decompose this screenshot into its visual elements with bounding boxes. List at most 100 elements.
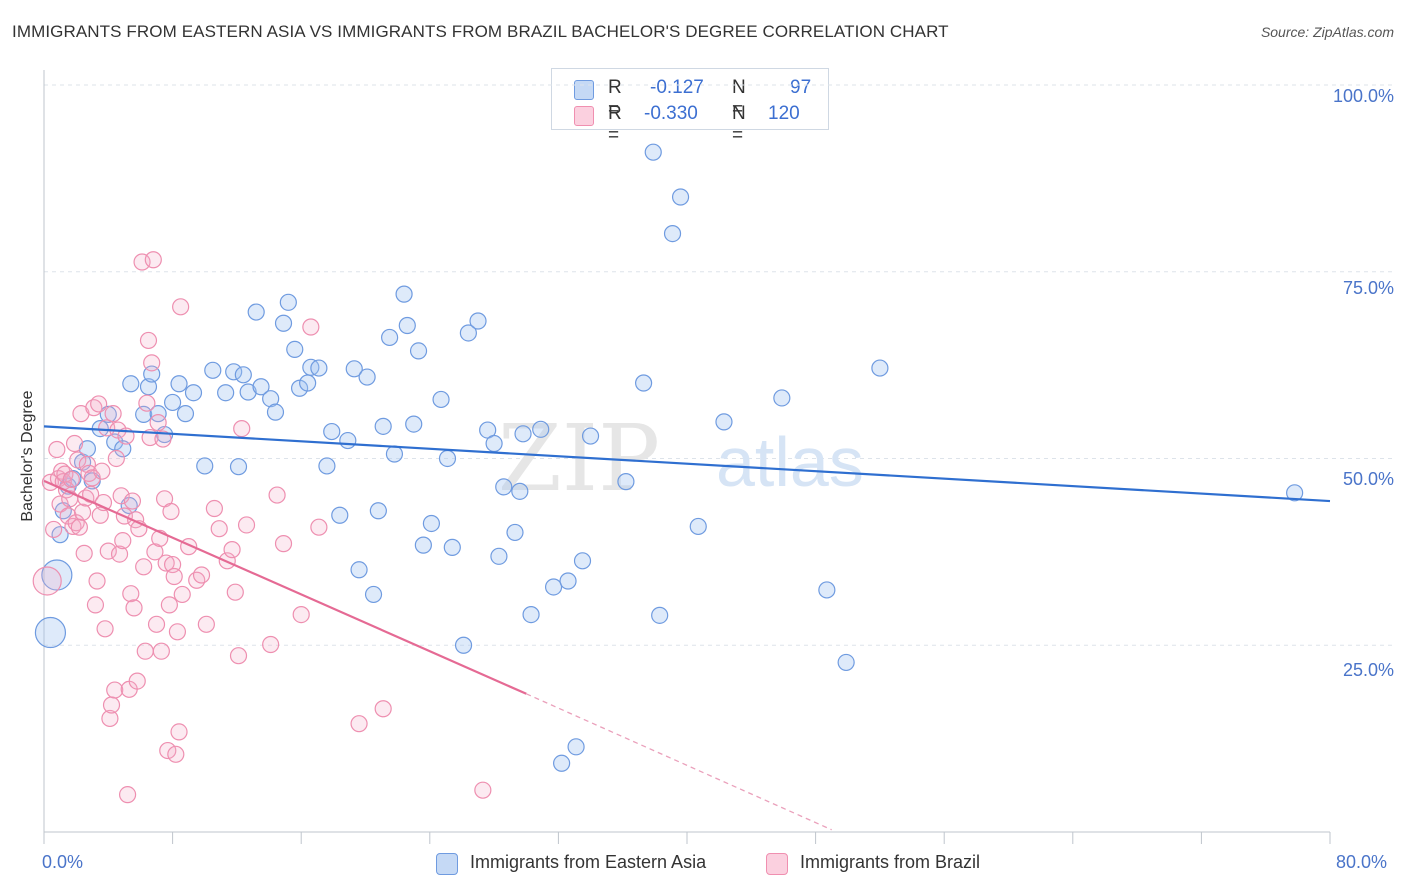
point-brazil — [237, 516, 256, 534]
point-eastern-asia — [122, 375, 140, 393]
point-brazil — [101, 709, 119, 728]
point-brazil — [91, 506, 109, 524]
point-brazil — [123, 492, 142, 510]
point-eastern-asia — [459, 324, 477, 342]
point-eastern-asia — [422, 514, 441, 533]
point-brazil — [302, 318, 320, 336]
y-tick-label: 50.0% — [1342, 469, 1394, 489]
point-brazil — [114, 532, 132, 550]
point-eastern-asia — [176, 405, 195, 423]
point-eastern-asia — [443, 538, 461, 556]
point-brazil — [143, 354, 161, 372]
point-brazil — [110, 545, 129, 563]
point-eastern-asia — [350, 561, 368, 579]
point-brazil — [51, 495, 69, 513]
point-brazil — [138, 394, 156, 412]
point-brazil — [136, 642, 154, 660]
point-eastern-asia — [689, 517, 707, 536]
point-eastern-asia — [204, 361, 222, 379]
point-eastern-asia — [114, 440, 132, 458]
point-brazil — [48, 440, 66, 459]
point-brazil — [106, 681, 124, 699]
point-brazil — [135, 558, 153, 576]
y-tick-label: 75.0% — [1342, 278, 1394, 298]
point-brazil — [162, 502, 180, 521]
point-eastern-asia — [671, 188, 690, 206]
point-eastern-asia — [1286, 484, 1304, 502]
point-brazil — [268, 486, 286, 504]
point-eastern-asia — [414, 536, 432, 554]
point-eastern-asia — [581, 427, 600, 445]
bottom-legend-swatch-brazil — [766, 853, 788, 875]
legend-r-value: -0.127 — [650, 77, 704, 98]
point-brazil — [118, 786, 137, 804]
point-eastern-asia — [409, 342, 428, 360]
point-brazil — [474, 781, 492, 799]
point-brazil — [62, 470, 80, 488]
point-brazil — [125, 599, 143, 617]
point-eastern-asia — [323, 422, 341, 441]
point-brazil — [83, 469, 101, 487]
point-eastern-asia — [532, 420, 550, 438]
point-eastern-asia — [567, 738, 585, 756]
point-eastern-asia — [170, 375, 188, 393]
point-brazil — [75, 544, 93, 562]
point-eastern-asia — [544, 578, 563, 596]
trend-line-brazil — [43, 479, 527, 695]
legend-r-value: -0.330 — [644, 103, 698, 124]
point-eastern-asia — [234, 366, 252, 384]
point-brazil — [157, 554, 175, 572]
point-brazil — [86, 596, 105, 614]
point-eastern-asia — [553, 754, 571, 772]
point-eastern-asia — [318, 457, 336, 475]
trend-line-eastern-asia — [43, 425, 1331, 503]
point-eastern-asia — [225, 363, 243, 381]
point-brazil — [88, 572, 106, 590]
point-eastern-asia — [398, 316, 416, 335]
point-eastern-asia — [514, 425, 532, 443]
legend-n-value: 97 — [790, 77, 812, 98]
legend-n-label: N = — [732, 77, 746, 120]
point-brazil — [154, 430, 172, 448]
points-brazil — [32, 251, 492, 804]
point-eastern-asia — [339, 431, 357, 450]
bottom-legend-label: Immigrants from Eastern Asia — [470, 852, 707, 872]
point-brazil — [107, 449, 125, 468]
point-brazil — [99, 542, 117, 560]
point-eastern-asia — [196, 457, 214, 475]
point-brazil — [262, 635, 280, 654]
point-eastern-asia — [617, 473, 635, 491]
source-label: Source: ZipAtlas.com — [1260, 24, 1394, 40]
point-brazil — [69, 451, 87, 469]
point-eastern-asia — [495, 478, 513, 496]
point-eastern-asia — [634, 374, 653, 392]
point-eastern-asia — [34, 616, 67, 649]
point-eastern-asia — [331, 506, 349, 524]
point-eastern-asia — [818, 581, 836, 599]
point-brazil — [32, 566, 62, 596]
point-brazil — [226, 583, 244, 601]
point-brazil — [197, 615, 215, 633]
trend-line-brazil-extension — [525, 693, 832, 831]
point-brazil — [173, 585, 191, 604]
point-brazil — [350, 715, 368, 733]
legend-n-label: N = — [732, 103, 746, 146]
chart-title: IMMIGRANTS FROM EASTERN ASIA VS IMMIGRAN… — [12, 22, 949, 41]
y-tick-label: 100.0% — [1332, 86, 1394, 106]
point-brazil — [70, 518, 88, 536]
point-brazil — [167, 745, 185, 763]
point-eastern-asia — [651, 606, 669, 624]
point-eastern-asia — [135, 405, 153, 423]
point-brazil — [102, 696, 121, 714]
point-eastern-asia — [358, 368, 376, 386]
point-brazil — [144, 251, 162, 269]
bottom-legend-swatch-eastern-asia — [436, 853, 458, 875]
point-brazil — [147, 615, 166, 633]
point-eastern-asia — [266, 403, 285, 421]
point-eastern-asia — [286, 340, 304, 358]
y-axis-label: Bachelor's Degree — [19, 390, 36, 522]
legend-swatch-brazil — [574, 106, 594, 126]
point-brazil — [172, 298, 190, 316]
point-eastern-asia — [374, 417, 392, 435]
point-brazil — [146, 543, 164, 561]
